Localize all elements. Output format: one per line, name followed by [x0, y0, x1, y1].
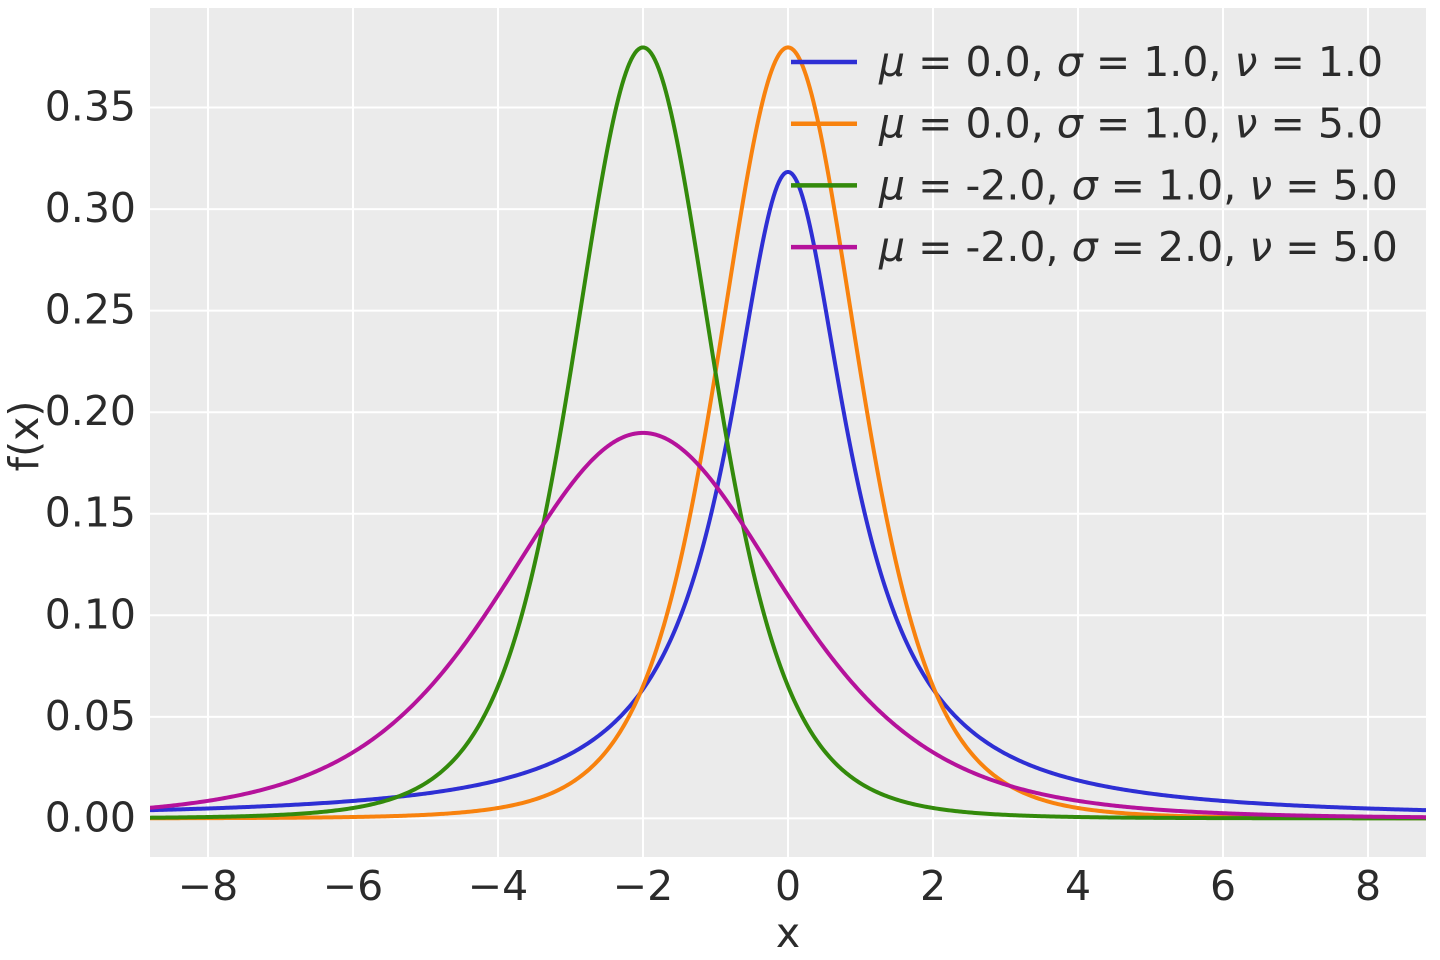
x-tick-label: 2 [920, 862, 946, 910]
x-axis-tick-labels: −8 −6 −4 −2 0 2 4 6 8 [178, 862, 1381, 910]
pdf-curve [150, 45, 1426, 821]
y-tick-label: 0.00 [45, 793, 136, 841]
legend-label: μ = -2.0, σ = 1.0, ν = 5.0 [878, 161, 1398, 209]
legend-label: μ = 0.0, σ = 1.0, ν = 5.0 [878, 100, 1383, 148]
pdf-curves [150, 45, 1426, 821]
pdf-curve [150, 430, 1426, 820]
y-tick-label: 0.20 [45, 387, 136, 435]
legend-item: μ = 0.0, σ = 1.0, ν = 5.0 [791, 100, 1383, 148]
x-tick-label: 4 [1065, 862, 1091, 910]
y-tick-label: 0.10 [45, 590, 136, 638]
x-tick-label: 0 [775, 862, 801, 910]
legend-item: μ = -2.0, σ = 2.0, ν = 5.0 [791, 223, 1398, 271]
legend: μ = 0.0, σ = 1.0, ν = 1.0 μ = 0.0, σ = 1.… [791, 38, 1398, 271]
legend-item: μ = -2.0, σ = 1.0, ν = 5.0 [791, 161, 1398, 209]
x-tick-label: 6 [1210, 862, 1236, 910]
y-tick-label: 0.15 [45, 489, 136, 537]
x-tick-label: −4 [468, 862, 528, 910]
x-tick-label: −8 [178, 862, 238, 910]
legend-item: μ = 0.0, σ = 1.0, ν = 1.0 [791, 38, 1383, 86]
y-axis-label: f(x) [0, 401, 48, 472]
y-tick-label: 0.35 [45, 83, 136, 131]
x-tick-label: −2 [613, 862, 673, 910]
x-tick-label: 8 [1355, 862, 1381, 910]
legend-label: μ = -2.0, σ = 2.0, ν = 5.0 [878, 223, 1398, 271]
x-axis-label: x [776, 909, 800, 957]
pdf-curve [150, 169, 1426, 813]
y-tick-label: 0.05 [45, 692, 136, 740]
legend-label: μ = 0.0, σ = 1.0, ν = 1.0 [878, 38, 1383, 86]
y-axis-tick-labels: 0.00 0.05 0.10 0.15 0.20 0.25 0.30 0.35 [45, 83, 136, 842]
y-tick-label: 0.25 [45, 286, 136, 334]
x-tick-label: −6 [323, 862, 383, 910]
y-tick-label: 0.30 [45, 184, 136, 232]
